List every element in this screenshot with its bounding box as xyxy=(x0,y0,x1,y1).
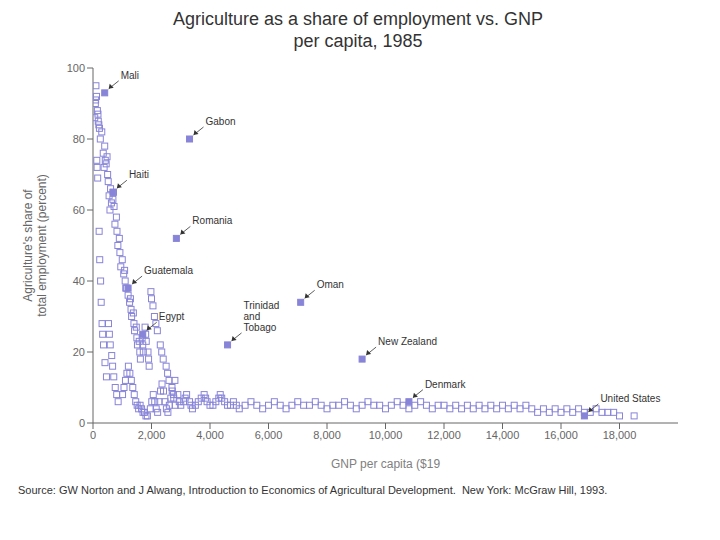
svg-text:0: 0 xyxy=(90,429,96,441)
html-text:Source: GW Norton and J Alwang: Source: GW Norton and J Alwang, Introduc… xyxy=(18,484,608,496)
svg-text:GNP per capita ($19: GNP per capita ($19 xyxy=(331,457,440,471)
svg-text:0: 0 xyxy=(79,417,85,429)
svg-text:10,000: 10,000 xyxy=(369,429,403,441)
svg-text:4,000: 4,000 xyxy=(196,429,224,441)
svg-text:2,000: 2,000 xyxy=(138,429,166,441)
svg-text:12,000: 12,000 xyxy=(427,429,461,441)
svg-text:Oman: Oman xyxy=(317,279,344,290)
svg-text:18,000: 18,000 xyxy=(603,429,637,441)
svg-text:United States: United States xyxy=(600,393,660,404)
svg-text:40: 40 xyxy=(73,275,85,287)
svg-text:Gabon: Gabon xyxy=(206,116,236,127)
svg-text:100: 100 xyxy=(67,62,85,74)
svg-text:Guatemala: Guatemala xyxy=(144,265,193,276)
svg-text:Denmark: Denmark xyxy=(425,379,467,390)
svg-text:20: 20 xyxy=(73,346,85,358)
svg-text:Mali: Mali xyxy=(121,70,139,81)
svg-text:60: 60 xyxy=(73,204,85,216)
svg-text:Agriculture's share oftotal em: Agriculture's share oftotal employment (… xyxy=(21,174,49,317)
svg-text:6,000: 6,000 xyxy=(255,429,283,441)
svg-text:14,000: 14,000 xyxy=(486,429,520,441)
svg-text:Egypt: Egypt xyxy=(159,311,185,322)
svg-text:80: 80 xyxy=(73,133,85,145)
svg-text:16,000: 16,000 xyxy=(544,429,578,441)
html-text:Agriculture as a share of empl: Agriculture as a share of employment vs.… xyxy=(172,9,544,51)
svg-text:New Zealand: New Zealand xyxy=(378,336,437,347)
svg-text:TrinidadandTobago: TrinidadandTobago xyxy=(244,300,280,333)
svg-text:8,000: 8,000 xyxy=(313,429,341,441)
svg-text:Romania: Romania xyxy=(192,215,232,226)
svg-text:Haiti: Haiti xyxy=(129,169,149,180)
